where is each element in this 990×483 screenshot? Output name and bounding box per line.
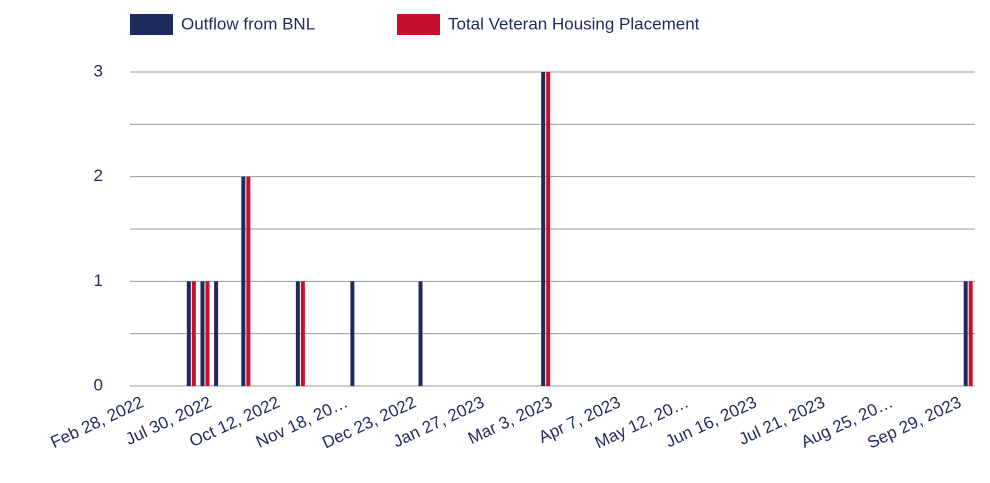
y-tick-label: 1 [94, 271, 103, 290]
y-tick-label: 0 [94, 375, 103, 394]
legend-label: Total Veteran Housing Placement [448, 14, 700, 33]
y-tick-label: 3 [94, 61, 103, 80]
bar [963, 281, 968, 386]
y-tick-label: 2 [94, 166, 103, 185]
bar [191, 281, 196, 386]
bar [246, 176, 251, 386]
bar [418, 281, 423, 386]
legend-swatch [397, 14, 440, 35]
bar [200, 281, 205, 386]
bar [205, 281, 210, 386]
bar [546, 72, 551, 386]
bar [541, 72, 546, 386]
bar [186, 281, 191, 386]
bar [295, 281, 300, 386]
bar [241, 176, 246, 386]
bar [350, 281, 355, 386]
bar [214, 281, 219, 386]
bar [968, 281, 973, 386]
bar [300, 281, 305, 386]
legend-label: Outflow from BNL [181, 14, 315, 33]
legend-swatch [130, 14, 173, 35]
